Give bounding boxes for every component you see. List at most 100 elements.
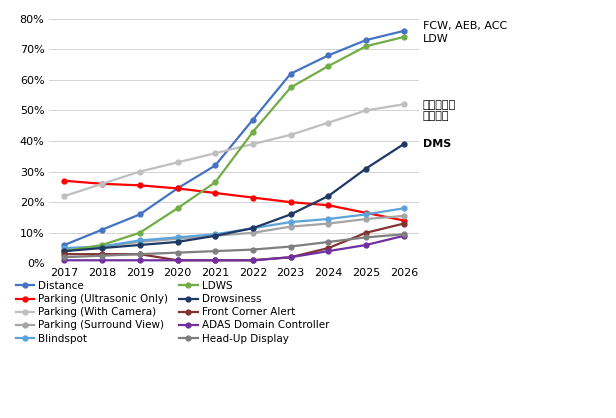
LDWS [362,43,370,48]
Blindspot [60,245,68,250]
Head-Up Display [211,249,219,254]
Distance [287,71,294,76]
Drowsiness [174,240,181,245]
Parking (Surround View) [174,236,181,241]
Parking (Ultrasonic Only) [174,186,181,191]
Blindspot [249,226,257,231]
Drowsiness [249,226,257,231]
LDWS [174,206,181,211]
Drowsiness [287,212,294,217]
ADAS Domain Controller [136,258,144,263]
Parking (With Camera) [174,160,181,165]
Drowsiness [362,166,370,171]
Line: Head-Up Display: Head-Up Display [62,232,406,260]
LDWS [136,230,144,235]
Parking (Surround View) [362,217,370,222]
Head-Up Display [287,244,294,249]
ADAS Domain Controller [99,258,106,263]
ADAS Domain Controller [325,249,332,254]
Front Corner Alert [211,258,219,263]
Blindspot [400,206,408,211]
Parking (Ultrasonic Only) [99,181,106,186]
Parking (With Camera) [287,133,294,138]
Distance [249,117,257,122]
Parking (Ultrasonic Only) [249,195,257,200]
Line: Blindspot: Blindspot [62,206,406,250]
Parking (Ultrasonic Only) [211,191,219,196]
Front Corner Alert [287,255,294,260]
Parking (With Camera) [136,169,144,174]
Text: 基于视觉的
泊车辅助: 基于视觉的 泊车辅助 [423,99,456,121]
Blindspot [211,232,219,237]
Parking (Surround View) [287,224,294,229]
Distance [99,227,106,232]
Parking (Ultrasonic Only) [60,178,68,183]
Parking (Surround View) [211,233,219,238]
ADAS Domain Controller [60,258,68,263]
Blindspot [99,244,106,249]
Drowsiness [99,245,106,250]
Front Corner Alert [325,245,332,250]
Head-Up Display [362,235,370,240]
ADAS Domain Controller [174,258,181,263]
Parking (With Camera) [211,151,219,156]
Text: FCW, AEB, ACC: FCW, AEB, ACC [423,21,507,31]
Distance [400,28,408,33]
Parking (With Camera) [400,102,408,107]
Line: ADAS Domain Controller: ADAS Domain Controller [62,233,406,263]
ADAS Domain Controller [249,258,257,263]
Parking (Surround View) [60,249,68,254]
Parking (Ultrasonic Only) [400,218,408,223]
Parking (Ultrasonic Only) [136,183,144,188]
LDWS [249,129,257,134]
Drowsiness [400,142,408,147]
Head-Up Display [60,255,68,260]
Parking (Surround View) [136,240,144,245]
Head-Up Display [400,232,408,237]
Blindspot [136,238,144,243]
Front Corner Alert [249,258,257,263]
LDWS [287,85,294,90]
Parking (With Camera) [99,181,106,186]
Line: LDWS: LDWS [62,35,406,254]
Distance [362,38,370,43]
Front Corner Alert [400,221,408,226]
Line: Distance: Distance [62,28,406,247]
Parking (Surround View) [249,230,257,235]
Parking (Surround View) [99,244,106,249]
Text: DMS: DMS [423,139,451,149]
Front Corner Alert [174,258,181,263]
ADAS Domain Controller [287,255,294,260]
Distance [136,212,144,217]
Parking (Surround View) [400,214,408,219]
LDWS [400,35,408,40]
Distance [60,242,68,247]
Head-Up Display [174,250,181,255]
LDWS [325,64,332,69]
Blindspot [174,235,181,240]
Head-Up Display [136,252,144,257]
LDWS [211,180,219,185]
Drowsiness [136,242,144,247]
Parking (With Camera) [362,108,370,113]
LDWS [99,242,106,247]
Front Corner Alert [99,252,106,257]
Front Corner Alert [362,230,370,235]
LDWS [60,249,68,254]
Blindspot [325,217,332,222]
Parking (With Camera) [249,142,257,147]
Line: Front Corner Alert: Front Corner Alert [62,221,406,263]
Drowsiness [60,249,68,254]
Head-Up Display [99,253,106,258]
Parking (Ultrasonic Only) [287,200,294,205]
Parking (Ultrasonic Only) [362,210,370,215]
Drowsiness [325,194,332,199]
Head-Up Display [325,240,332,245]
Legend: Distance, Parking (Ultrasonic Only), Parking (With Camera), Parking (Surround Vi: Distance, Parking (Ultrasonic Only), Par… [11,277,333,348]
Blindspot [287,219,294,224]
Front Corner Alert [60,252,68,257]
Parking (Surround View) [325,221,332,226]
Head-Up Display [249,247,257,252]
Text: LDW: LDW [423,33,448,43]
ADAS Domain Controller [400,233,408,238]
